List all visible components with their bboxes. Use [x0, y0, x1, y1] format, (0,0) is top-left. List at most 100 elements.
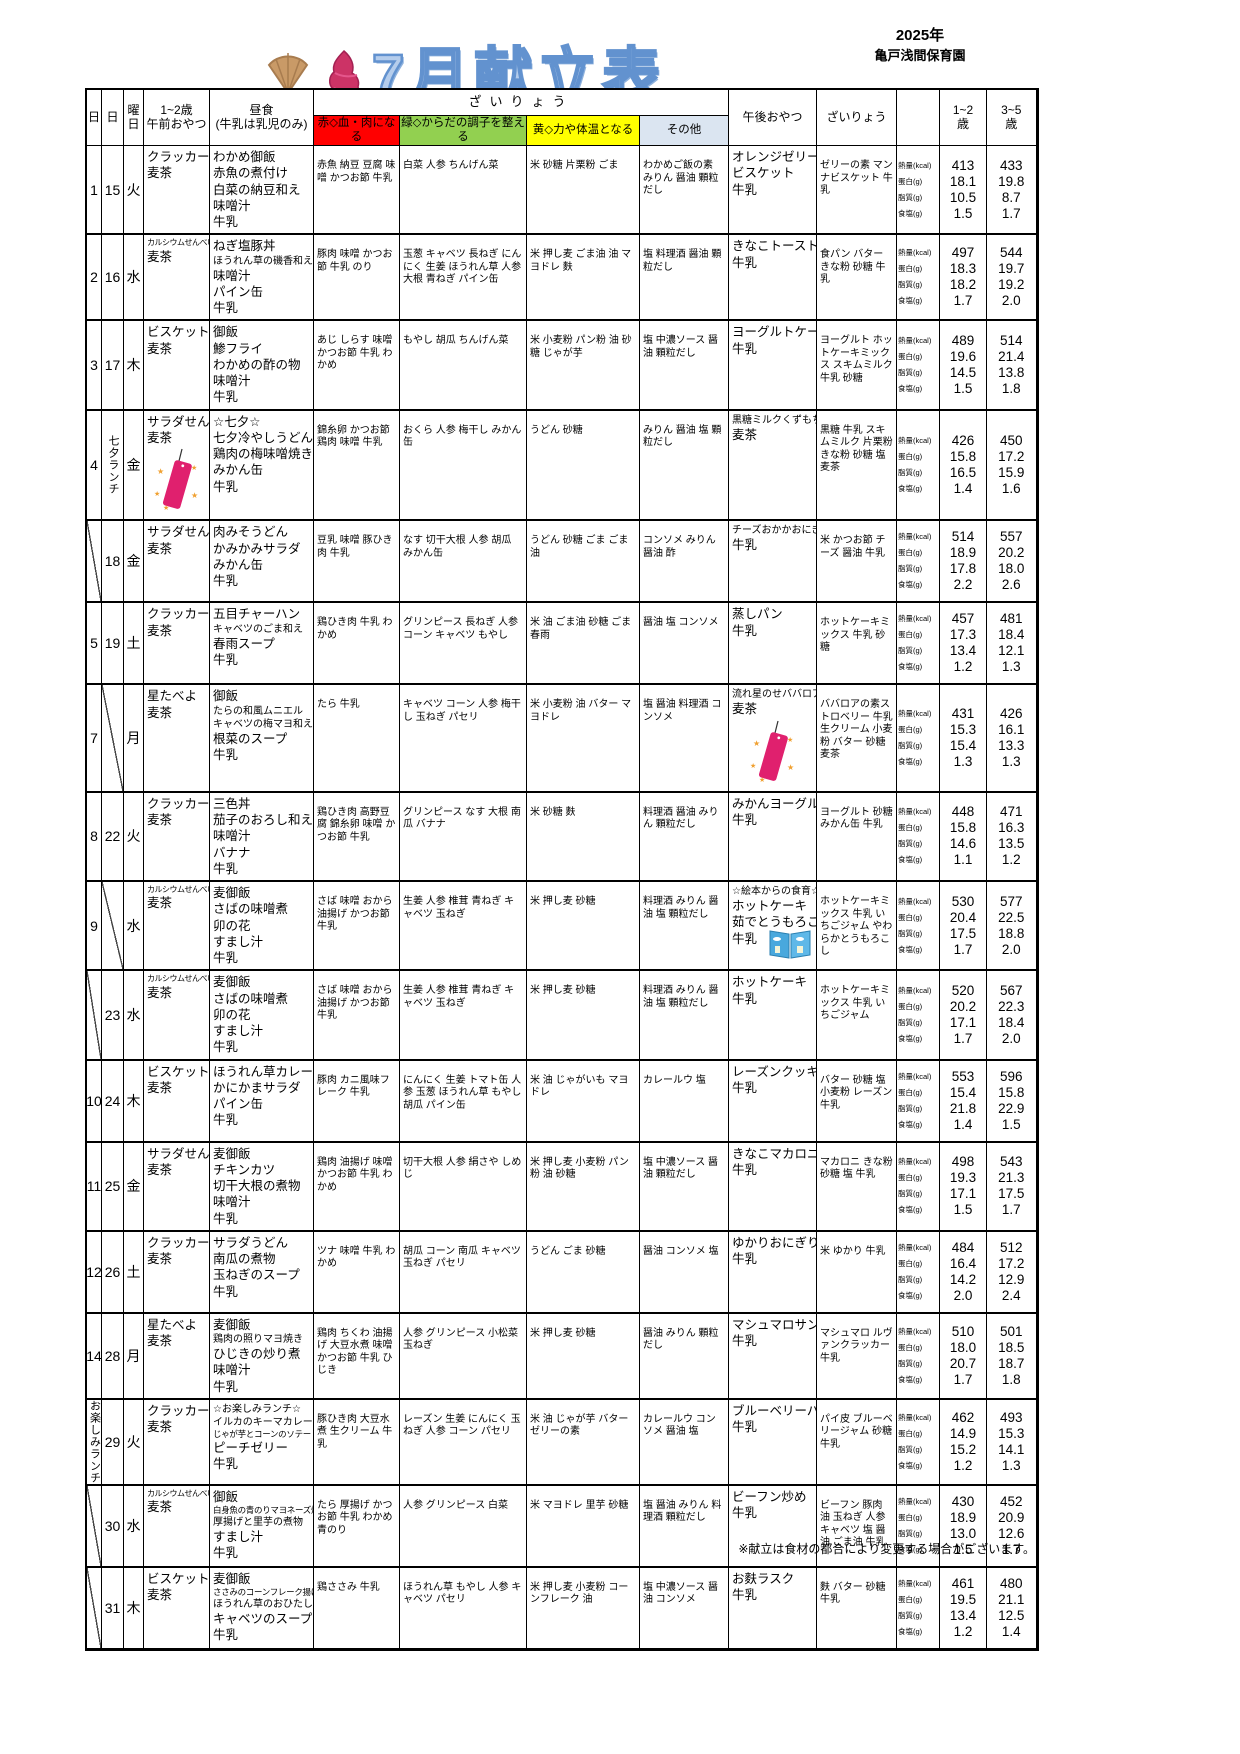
date-a-value: 5: [90, 635, 98, 652]
header-category-green: 緑◇からだの調子を整える: [400, 116, 527, 146]
school-year: 2025年: [895, 27, 945, 44]
nutrient-label: 食塩(g): [898, 208, 923, 218]
nutrition-value-3-5: 433: [999, 157, 1023, 173]
cell-values-3-5: 481 18.4 12.1 1.3: [985, 603, 1037, 685]
menu-line: サラダせん: [147, 1146, 210, 1161]
menu-line: 麦茶: [147, 249, 173, 264]
weekday-value: 火: [126, 181, 141, 198]
menu-line: 麦茶: [147, 1588, 173, 1602]
cell-am-snack: カルシウムせんべい 麦茶: [144, 882, 210, 971]
menu-line: 鶏肉の梅味噌焼き: [213, 447, 314, 461]
nutrition-value-1-2: 14.6: [949, 836, 977, 852]
lunch-lines: 御飯 たらの和風ムニエル キャベツの梅マヨ和え 根菜のスープ 牛乳: [213, 688, 313, 763]
menu-line: 牛乳: [732, 341, 758, 356]
cell-am-snack: ビスケット 麦茶: [144, 1567, 210, 1649]
menu-line: パイン缶: [213, 1097, 264, 1111]
cell-values-1-2: 510 18.0 20.7 1.7: [940, 1313, 987, 1399]
nutrition-value-3-5: 12.6: [998, 1525, 1025, 1541]
cell-date-a: [87, 1485, 102, 1567]
nutrition-value-3-5: 12.1: [998, 643, 1025, 659]
menu-line: 麦御飯: [213, 1317, 251, 1332]
nutrient-label: 食塩(g): [898, 1033, 923, 1043]
nutrition-value-1-2: 1.5: [953, 380, 973, 396]
cell-yellow-ingredients: 米 砂糖 片栗粉 ごま: [527, 146, 640, 235]
pm-snack-lines: ビーフン炒め 牛乳: [732, 1489, 813, 1522]
cell-pm-snack: ゆかりおにぎり 牛乳: [729, 1231, 817, 1313]
menu-line: さばの味噌煮: [213, 902, 289, 917]
cell-red-ingredients: 豚ひき肉 大豆水煮 生クリーム 牛乳: [314, 1399, 400, 1485]
cell-red-ingredients: あじ しらす 味噌 かつお節 牛乳 わかめ: [314, 321, 400, 410]
cell-am-snack: ビスケット 麦茶: [144, 1060, 210, 1142]
nutrient-label: 食塩(g): [898, 944, 923, 954]
date-b-value: 28: [104, 1347, 121, 1364]
pm-snack-lines: きなこマカロニ 牛乳: [732, 1146, 816, 1179]
cell-other-ingredients: 塩 醤油 料理酒 コンソメ: [640, 685, 729, 792]
svg-text:★: ★: [157, 467, 164, 476]
nutrition-value-3-5: 15.3: [998, 1425, 1025, 1441]
cell-values-1-2: 498 19.3 17.1 1.5: [940, 1142, 987, 1231]
cell-weekday: 月: [124, 685, 144, 792]
menu-line: ほうれん草カレー: [213, 1064, 314, 1079]
cell-nutrient-labels: 熱量(kcal) 蛋白(g) 脂質(g) 食塩(g): [897, 792, 940, 881]
nutrition-value-3-5: 577: [999, 893, 1023, 909]
nutrition-value-3-5: 22.3: [998, 998, 1025, 1014]
nutrition-value-3-5: 1.7: [1001, 1541, 1021, 1557]
am-snack-lines: サラダせん 麦茶: [147, 1146, 210, 1179]
cell-lunch: 麦御飯 鶏肉の照りマヨ焼き ひじきの炒り煮 味噌汁 牛乳: [210, 1313, 314, 1399]
menu-line: 麦茶: [147, 1334, 173, 1348]
nutrition-value-1-2: 19.6: [949, 348, 977, 364]
header-am-snack: 1~2歳 午前おやつ: [144, 90, 210, 146]
cell-red-ingredients: 豚肉 味噌 かつお節 牛乳 のり: [314, 235, 400, 321]
weekday-value: 月: [126, 1347, 141, 1364]
cell-other-ingredients: 料理酒 醤油 みりん 顆粒だし: [640, 792, 729, 881]
nutrition-value-3-5: 501: [999, 1323, 1023, 1339]
menu-line: 麦茶: [147, 705, 173, 720]
nutrient-label: 脂質(g): [898, 367, 923, 377]
nutrient-label: 脂質(g): [898, 1189, 923, 1199]
cell-date-a: 4: [87, 410, 102, 521]
nutrient-label: 食塩(g): [898, 1205, 923, 1215]
menu-line: 御飯: [213, 325, 239, 340]
menu-line: 黒糖ミルクくずもち: [732, 414, 817, 426]
menu-line: 味噌汁: [213, 1195, 251, 1210]
cell-other-ingredients: 料理酒 みりん 醤油 塩 顆粒だし: [640, 971, 729, 1060]
nutrition-value-1-2: 1.7: [953, 1030, 973, 1046]
menu-line: 御飯: [213, 1489, 239, 1504]
cell-values-3-5: 514 21.4 13.8 1.8: [985, 321, 1037, 410]
menu-line: 麦茶: [147, 896, 173, 911]
nutrition-value-1-2: 14.5: [949, 364, 977, 380]
nutrition-value-1-2: 20.2: [949, 998, 977, 1014]
footer-note: ※献立は食材の都合により変更する場合がございます。: [738, 1542, 1035, 1556]
date-b-value: 24: [104, 1092, 121, 1109]
cell-date-a: 2: [87, 235, 102, 321]
cell-nutrient-labels: 熱量(kcal) 蛋白(g) 脂質(g) 食塩(g): [897, 1313, 940, 1399]
svg-text:★: ★: [759, 776, 765, 784]
svg-text:★: ★: [163, 504, 169, 512]
cell-weekday: 木: [124, 1060, 144, 1142]
nutrition-value-3-5: 22.9: [998, 1100, 1025, 1116]
cell-lunch: 御飯白身魚の青のりマヨネーズ焼き厚揚げと里芋の煮物すまし汁牛乳: [210, 1485, 314, 1567]
nutrient-label: 脂質(g): [898, 1358, 923, 1368]
cell-date-a: 14: [87, 1313, 102, 1399]
cell-pm-ingredients: ゼリーの素 マンナビスケット 牛乳: [817, 146, 897, 235]
nutrition-value-1-2: 431: [951, 706, 975, 721]
nutrition-value-3-5: 20.9: [998, 1509, 1025, 1525]
nutrient-label: 食塩(g): [898, 662, 923, 672]
nutrient-label: 蛋白(g): [898, 1594, 923, 1604]
menu-line: 切干大根の煮物: [213, 1179, 301, 1193]
date-b-value: 23: [104, 1006, 121, 1023]
cell-other-ingredients: 醤油 塩 コンソメ: [640, 603, 729, 685]
cell-lunch: 三色丼 茄子のおろし和え 味噌汁 バナナ 牛乳: [210, 792, 314, 881]
table-row: 5 19 土 クラッカー 麦茶 五目チャーハン キャベツのごま和え 春雨スープ 牛乳 鶏…: [87, 603, 1037, 686]
weekday-value: 火: [126, 1433, 141, 1450]
cell-pm-snack: チーズおかかおにぎり牛乳: [729, 521, 817, 603]
menu-line: 牛乳: [213, 574, 239, 588]
cell-pm-ingredients: 食パン バター きな粉 砂糖 牛乳: [817, 235, 897, 321]
table-row: 18 金 サラダせん 麦茶 肉みそうどん かみかみサラダ みかん缶 牛乳 豆乳 味噌 豚…: [87, 521, 1037, 604]
cell-nutrient-labels: 熱量(kcal) 蛋白(g) 脂質(g) 食塩(g): [897, 521, 940, 603]
cell-other-ingredients: 料理酒 みりん 醤油 塩 顆粒だし: [640, 882, 729, 971]
cell-pm-ingredients: バター 砂糖 塩 小麦粉 レーズン 牛乳: [817, 1060, 897, 1142]
menu-line: 牛乳: [732, 1252, 758, 1266]
menu-line: 牛乳: [213, 861, 239, 876]
nutrient-label: 蛋白(g): [898, 1512, 923, 1522]
